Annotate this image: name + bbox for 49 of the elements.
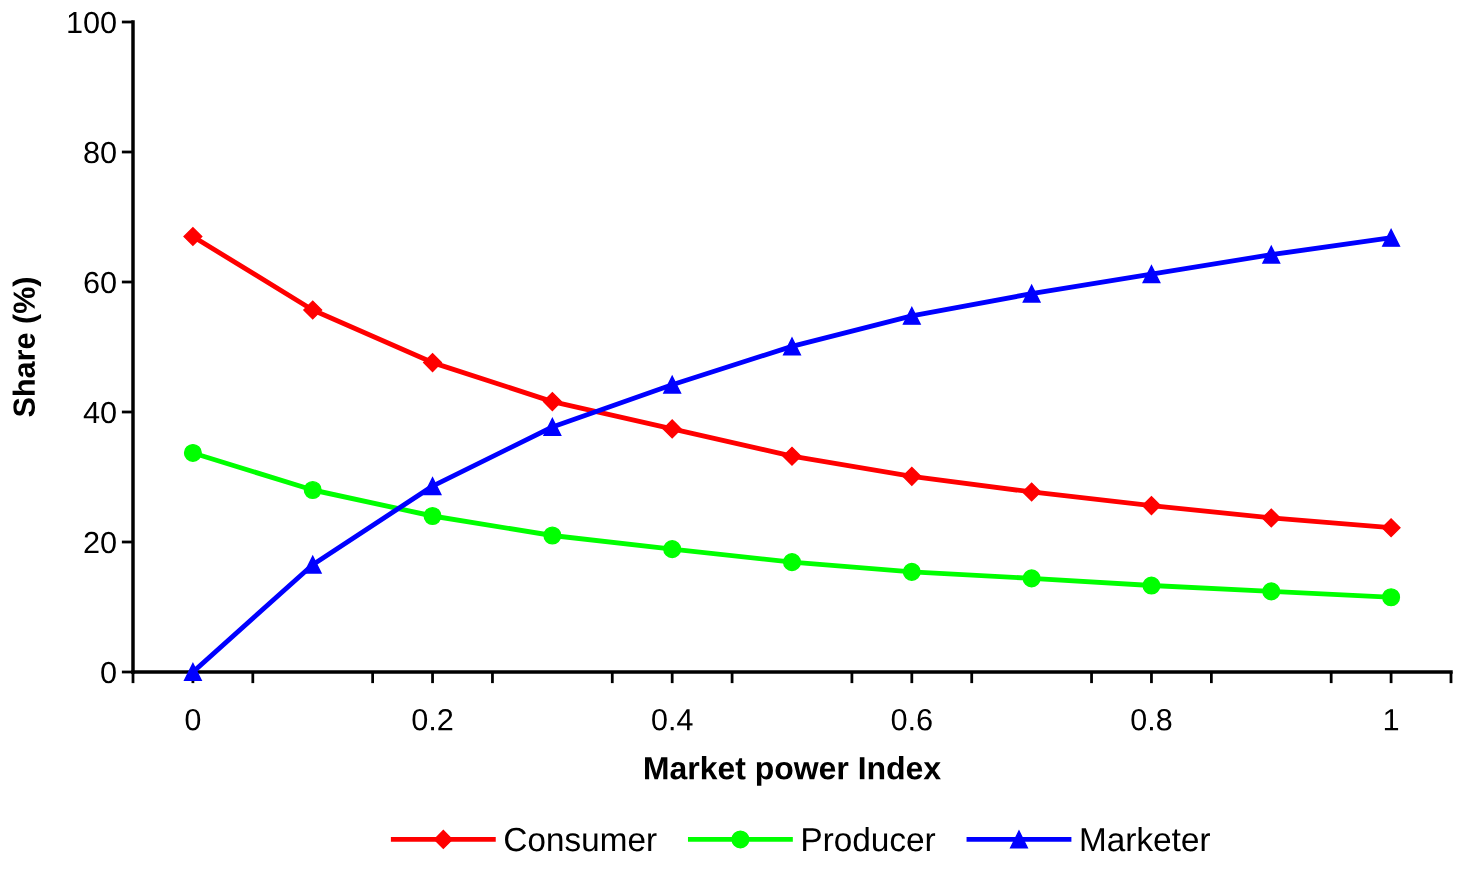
y-tick-label: 60 [84, 271, 116, 294]
point [1382, 588, 1401, 607]
point [663, 540, 682, 559]
point [663, 375, 682, 394]
point [303, 300, 323, 320]
y-tick-label: 0 [101, 661, 116, 684]
point [1022, 284, 1041, 303]
point [543, 526, 562, 545]
x-axis-title: Market power Index [645, 756, 941, 786]
x-tick-label: 1 [1384, 709, 1399, 731]
point [662, 419, 682, 439]
point [423, 506, 442, 526]
y-axis-title: Share (%) [12, 278, 42, 417]
point [782, 446, 802, 466]
point [902, 306, 921, 325]
point [1262, 245, 1281, 264]
point [902, 562, 921, 581]
point [782, 553, 802, 572]
point [1022, 482, 1042, 502]
x-tick-label: 0.2 [412, 708, 453, 731]
x-tick-label: 0.4 [652, 708, 693, 731]
point [423, 477, 442, 496]
point [1382, 228, 1401, 247]
point [1141, 496, 1161, 516]
point [902, 466, 922, 486]
point [1142, 265, 1161, 284]
point [183, 662, 202, 682]
point [303, 480, 322, 500]
point [423, 353, 443, 373]
legend-label: Marketer [1081, 826, 1210, 852]
point [543, 417, 562, 436]
point [1142, 576, 1161, 595]
point [183, 226, 203, 247]
legend-label: Consumer [505, 827, 657, 852]
y-tick-label: 40 [83, 401, 116, 424]
point [1381, 518, 1401, 538]
x-tick-label: 0.8 [1131, 708, 1172, 731]
y-tick-label: 80 [84, 141, 116, 164]
x-tick-label: 0 [185, 708, 201, 731]
y-tick-label: 100 [68, 11, 116, 34]
point [1261, 508, 1281, 528]
x-tick-label: 0.6 [891, 708, 932, 731]
point [782, 337, 802, 356]
point [183, 443, 202, 462]
legend-label: Producer [803, 826, 936, 852]
point [1022, 569, 1041, 588]
point [542, 392, 562, 412]
y-tick-label: 20 [84, 531, 116, 554]
point [1262, 582, 1281, 601]
